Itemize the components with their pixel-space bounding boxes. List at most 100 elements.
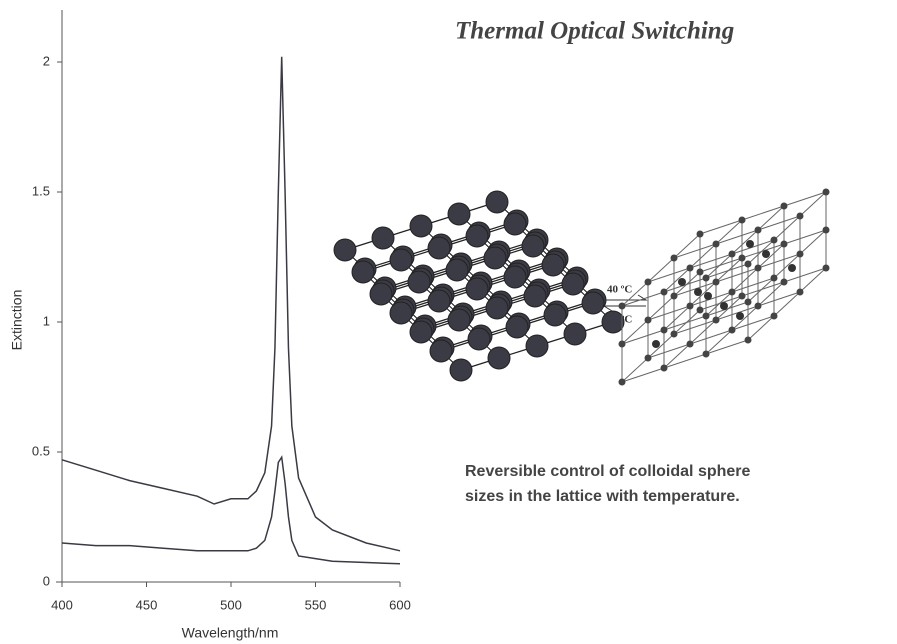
- sphere: [522, 235, 544, 257]
- lattice-node: [823, 227, 830, 234]
- lattice-node: [703, 351, 710, 358]
- y-tick-label: 1.5: [32, 183, 50, 198]
- lattice-node: [661, 289, 668, 296]
- lattice-node: [797, 289, 804, 296]
- lattice-edge: [648, 334, 674, 358]
- lattice-edge: [700, 258, 742, 272]
- lattice-edge: [674, 320, 716, 334]
- lattice-edge: [664, 306, 690, 330]
- lattice-node: [671, 293, 678, 300]
- lattice-edge: [774, 254, 800, 278]
- sphere: [488, 347, 510, 369]
- lattice-node: [823, 265, 830, 272]
- sphere: [428, 290, 450, 312]
- sphere: [562, 273, 584, 295]
- lattice-edge: [648, 296, 674, 320]
- lattice-edge: [690, 282, 716, 306]
- lattice-node: [697, 307, 704, 314]
- lattice-node: [703, 313, 710, 320]
- y-tick-label: 2: [43, 53, 50, 68]
- lattice-edge: [758, 216, 800, 230]
- lattice-edge: [706, 330, 732, 354]
- sphere: [410, 215, 432, 237]
- lattice-edge: [784, 192, 826, 206]
- sphere: [352, 261, 374, 283]
- lattice-center: [736, 312, 744, 320]
- lattice-center: [704, 292, 712, 300]
- lattice-node: [745, 299, 752, 306]
- lattice-edge: [622, 358, 648, 382]
- sphere: [486, 297, 508, 319]
- lattice-node: [661, 365, 668, 372]
- sphere: [524, 285, 546, 307]
- lattice-edge: [748, 316, 774, 340]
- lattice-edge: [664, 344, 690, 368]
- lattice-diagrams: [334, 189, 830, 386]
- sphere: [582, 292, 604, 314]
- lattice-node: [687, 303, 694, 310]
- lattice-edge: [758, 282, 784, 306]
- sphere: [446, 259, 468, 281]
- lattice-node: [739, 217, 746, 224]
- lattice-edge: [706, 254, 732, 278]
- lattice-edge: [664, 354, 706, 368]
- lattice-edge: [690, 244, 716, 268]
- lattice-node: [729, 289, 736, 296]
- sphere: [450, 359, 472, 381]
- lattice-edge: [732, 230, 758, 254]
- heating-label: 40 ºC: [607, 284, 632, 296]
- lattice-node: [729, 327, 736, 334]
- lattice-node: [771, 313, 778, 320]
- lattice-node: [645, 317, 652, 324]
- y-tick-label: 0.5: [32, 443, 50, 458]
- sphere: [504, 266, 526, 288]
- lattice-edge: [716, 220, 742, 244]
- caption-line: sizes in the lattice with temperature.: [465, 488, 740, 505]
- lattice-node: [671, 331, 678, 338]
- lattice-node: [671, 255, 678, 262]
- lattice-edge: [774, 292, 800, 316]
- lattice-edge: [800, 268, 826, 292]
- x-tick-label: 500: [220, 597, 242, 612]
- lattice-node: [755, 265, 762, 272]
- lattice-node: [797, 213, 804, 220]
- sphere: [542, 254, 564, 276]
- sphere: [390, 302, 412, 324]
- lattice-node: [781, 279, 788, 286]
- lattice-edge: [648, 258, 674, 282]
- lattice-node: [713, 241, 720, 248]
- sphere: [484, 247, 506, 269]
- lattice-center: [788, 264, 796, 272]
- lattice-node: [823, 189, 830, 196]
- series-line: [62, 457, 400, 564]
- lattice-edge: [758, 206, 784, 230]
- title: Thermal Optical Switching: [455, 18, 734, 45]
- lattice-center: [694, 288, 702, 296]
- lattice-edge: [784, 230, 826, 244]
- lattice-node: [645, 279, 652, 286]
- lattice-node: [661, 327, 668, 334]
- sphere: [602, 311, 624, 333]
- caption-line: Reversible control of colloidal sphere: [465, 463, 751, 480]
- sphere: [334, 239, 356, 261]
- sphere: [408, 271, 430, 293]
- lattice-edge: [690, 330, 732, 344]
- lattice-node: [687, 341, 694, 348]
- lattice-node: [771, 275, 778, 282]
- sphere: [544, 304, 566, 326]
- y-tick-label: 0: [43, 573, 50, 588]
- x-tick-label: 450: [136, 597, 158, 612]
- lattice-node: [739, 255, 746, 262]
- lattice-node: [713, 317, 720, 324]
- lattice-edge: [758, 244, 784, 268]
- lattice-node: [703, 275, 710, 282]
- lattice-center: [652, 340, 660, 348]
- lattice-node: [739, 293, 746, 300]
- lattice-center: [746, 240, 754, 248]
- lattice-center: [762, 250, 770, 258]
- sphere: [410, 321, 432, 343]
- y-tick-label: 1: [43, 313, 50, 328]
- sphere: [428, 237, 450, 259]
- sphere: [390, 249, 412, 271]
- lattice-edge: [800, 192, 826, 216]
